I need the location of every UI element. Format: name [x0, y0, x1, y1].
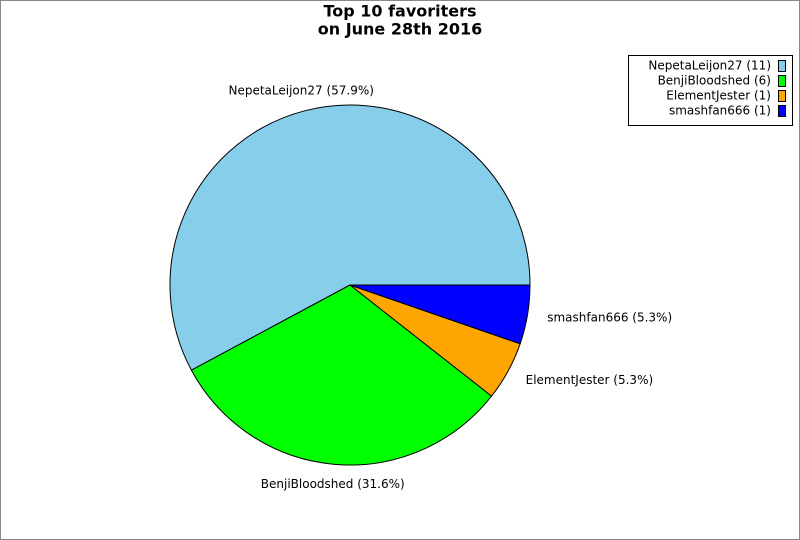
slice-label: smashfan666 (5.3%)	[547, 311, 672, 325]
slice-label: BenjiBloodshed (31.6%)	[261, 477, 405, 491]
slice-label: NepetaLeijon27 (57.9%)	[228, 84, 373, 98]
pie-slice	[349, 284, 531, 345]
legend-box	[628, 55, 793, 126]
legend-swatch	[778, 60, 786, 72]
pie-slice	[190, 284, 493, 466]
slice-label: ElementJester (5.3%)	[526, 373, 654, 387]
legend-label: smashfan666 (1)	[669, 104, 771, 118]
pie-slice	[169, 104, 531, 371]
legend-swatch	[778, 105, 786, 117]
legend-swatch	[778, 90, 786, 102]
legend-label: ElementJester (1)	[666, 89, 771, 103]
chart-title: on June 28th 2016	[318, 20, 483, 39]
legend-label: NepetaLeijon27 (11)	[648, 59, 771, 73]
chart-title: Top 10 favoriters	[323, 2, 476, 21]
legend-swatch	[778, 75, 786, 87]
legend-label: BenjiBloodshed (6)	[658, 74, 771, 88]
